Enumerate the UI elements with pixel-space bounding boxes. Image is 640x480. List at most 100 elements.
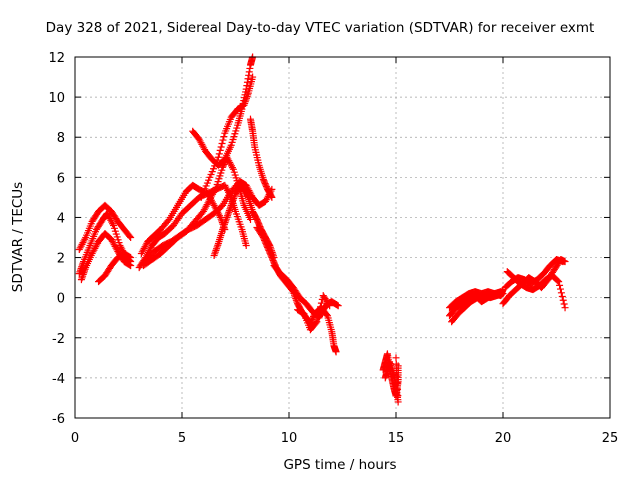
data-point [225,208,233,216]
data-point [211,185,219,193]
data-point [561,304,569,312]
data-point [228,164,236,172]
data-point [219,225,227,233]
data-point [127,234,135,241]
data-point [316,307,324,315]
data-point [210,252,218,260]
data-point [559,296,567,304]
data-point [394,398,402,406]
data-point [314,314,322,322]
data-point [214,241,222,249]
chart-title: Day 328 of 2021, Sidereal Day-to-day VTE… [45,20,595,36]
data-point [245,68,253,76]
data-point [220,133,228,141]
y-tick-label: 4 [57,211,65,226]
series-sat-c [77,229,135,284]
plot-frame [74,56,611,419]
series-sat-d [95,250,135,286]
data-point [393,379,401,387]
data-point [555,278,563,286]
y-axis-label: SDTVAR / TECUs [10,181,26,293]
x-axis-label: GPS time / hours [283,457,397,473]
data-point [230,193,238,201]
data-point [386,360,394,368]
data-point [127,262,135,270]
x-tick-label: 0 [71,431,79,446]
data-point [109,220,117,228]
y-tick-label: 0 [57,292,65,307]
data-points [75,53,569,406]
data-point [81,265,89,273]
data-point [560,300,568,308]
data-point [246,64,254,72]
data-point [557,289,565,297]
data-point [217,143,225,151]
data-point [556,281,564,289]
data-point [387,361,395,369]
series-sat-b [75,201,135,254]
data-point [326,302,334,310]
data-point [227,203,235,211]
data-point [268,193,276,201]
data-point [228,198,236,206]
data-point [126,232,134,240]
data-point [316,303,324,311]
series-sat-t [446,288,505,320]
data-point [243,94,251,102]
data-point [213,245,221,253]
series-sat-l [246,115,276,201]
data-point [78,274,86,282]
data-point [219,136,227,144]
series-sat-n [270,262,342,322]
y-tick-label: 8 [57,131,65,146]
data-point [221,219,229,227]
data-point [79,272,87,280]
x-tick-label: 10 [281,431,298,446]
data-point [241,98,249,106]
x-tick-label: 25 [602,431,619,446]
data-point [213,243,221,251]
data-point [217,213,225,221]
x-tick-label: 15 [388,431,405,446]
data-point [80,269,88,277]
data-point [332,348,340,356]
data-point [240,101,248,109]
data-point [81,235,89,243]
data-point [244,91,252,99]
data-point [216,146,224,154]
data-point [80,267,88,275]
y-tick-label: 6 [57,171,65,186]
data-point [317,299,325,307]
data-point [387,363,395,371]
data-point [244,192,252,200]
data-point [325,300,333,308]
data-point [242,96,250,104]
data-point [230,195,238,203]
data-point [211,250,219,258]
data-point [386,358,394,366]
data-point [249,73,257,81]
x-tick-label: 5 [178,431,186,446]
data-point [245,71,253,79]
data-point [242,242,250,250]
data-point [127,254,135,262]
data-point [219,224,227,232]
y-tick-label: -2 [52,332,65,347]
data-point [220,222,228,230]
data-point [225,207,233,215]
data-point [393,366,401,374]
y-tick-label: 12 [48,51,65,66]
data-point [227,201,235,209]
data-point [394,392,402,400]
data-point [315,310,323,318]
series-sat-j [189,53,257,169]
data-point [215,150,223,158]
y-tick-label: 10 [48,91,65,106]
data-point [334,302,342,310]
y-tick-label: -4 [52,372,65,387]
y-tick-label: 2 [57,252,65,267]
data-point [211,248,219,256]
data-point [241,99,249,107]
data-point [392,360,400,368]
